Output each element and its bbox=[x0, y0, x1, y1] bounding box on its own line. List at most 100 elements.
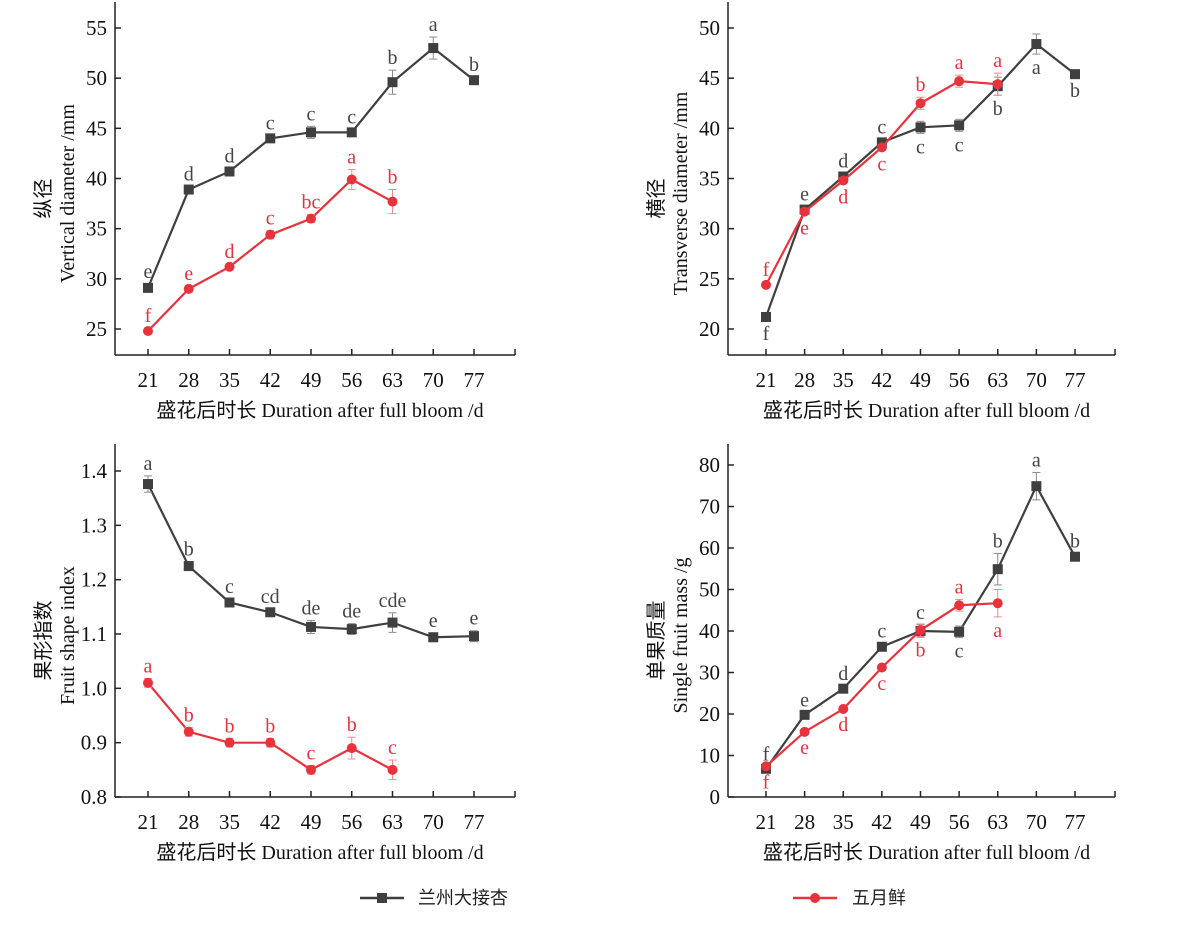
data-point-circle bbox=[799, 206, 810, 217]
y-tick-label: 40 bbox=[86, 167, 107, 191]
y-tick-label: 1.4 bbox=[81, 459, 108, 483]
significance-letter: bc bbox=[302, 192, 321, 214]
data-point-circle bbox=[915, 625, 926, 636]
significance-letter: cd bbox=[261, 586, 280, 608]
data-point-square bbox=[387, 77, 398, 88]
significance-letter: e bbox=[800, 737, 809, 759]
y-axis-title-cn: 单果质量 bbox=[645, 601, 668, 681]
x-tick-label: 28 bbox=[794, 810, 815, 834]
data-point-circle bbox=[387, 764, 398, 775]
significance-letter: de bbox=[302, 597, 321, 619]
data-point-circle bbox=[224, 261, 235, 272]
data-point-square bbox=[954, 120, 965, 131]
significance-letter: f bbox=[763, 771, 770, 793]
significance-letter: d bbox=[838, 714, 848, 736]
significance-letter: d bbox=[838, 663, 848, 685]
x-axis-title: 盛花后时长 Duration after full bloom /d bbox=[156, 399, 483, 422]
x-tick-label: 63 bbox=[382, 368, 403, 392]
x-axis-title: 盛花后时长 Duration after full bloom /d bbox=[156, 841, 483, 864]
y-tick-label: 20 bbox=[699, 702, 720, 726]
x-tick-label: 70 bbox=[423, 810, 444, 834]
data-point-square bbox=[1070, 551, 1080, 562]
series-line bbox=[146, 46, 475, 289]
y-tick-label: 25 bbox=[699, 267, 720, 291]
y-tick-label: 1.1 bbox=[81, 622, 107, 646]
significance-letter: c bbox=[916, 136, 925, 158]
significance-letter: f bbox=[763, 744, 770, 766]
x-tick-label: 70 bbox=[1026, 368, 1047, 392]
significance-letter: c bbox=[266, 208, 275, 230]
data-point-square bbox=[306, 621, 316, 632]
data-point-circle bbox=[876, 662, 887, 673]
legend-item-series2: 五月鲜 bbox=[793, 888, 906, 909]
data-point-square bbox=[1070, 69, 1080, 80]
x-tick-label: 42 bbox=[871, 368, 892, 392]
x-tick-label: 56 bbox=[341, 368, 362, 392]
significance-letter: a bbox=[955, 576, 964, 598]
data-point-circle bbox=[838, 704, 849, 715]
significance-letter: b bbox=[469, 54, 479, 76]
data-point-circle bbox=[183, 283, 194, 294]
y-axis-title: Transverse diameter /mm bbox=[670, 91, 692, 295]
significance-letter: e bbox=[800, 218, 809, 240]
data-point-square bbox=[224, 166, 235, 177]
significance-letter: a bbox=[1032, 449, 1041, 471]
significance-letter: c bbox=[266, 112, 275, 134]
x-tick-label: 35 bbox=[833, 810, 854, 834]
data-point-circle bbox=[265, 737, 276, 748]
data-point-square bbox=[915, 122, 926, 133]
y-tick-label: 1.0 bbox=[81, 676, 107, 700]
y-tick-label: 45 bbox=[699, 66, 720, 90]
x-tick-label: 56 bbox=[341, 810, 362, 834]
x-tick-label: 77 bbox=[464, 810, 485, 834]
data-point-circle bbox=[915, 98, 926, 109]
x-tick-label: 77 bbox=[464, 368, 485, 392]
y-tick-label: 1.2 bbox=[81, 568, 107, 592]
x-tick-label: 70 bbox=[1026, 810, 1047, 834]
significance-letter: c bbox=[955, 641, 964, 663]
data-point-square bbox=[1031, 39, 1042, 50]
significance-letter: a bbox=[993, 620, 1002, 642]
y-axis-title: Vertical diameter /mm bbox=[57, 104, 79, 283]
significance-letter: cde bbox=[379, 590, 407, 612]
x-tick-label: 28 bbox=[178, 810, 199, 834]
significance-letter: e bbox=[144, 261, 153, 283]
x-tick-label: 28 bbox=[178, 368, 199, 392]
y-axis-title: Fruit shape index bbox=[57, 566, 79, 705]
significance-letter: b bbox=[993, 530, 1003, 552]
significance-letter: c bbox=[877, 673, 886, 695]
significance-letter: b bbox=[265, 715, 275, 737]
x-axis-title: 盛花后时长 Duration after full bloom /d bbox=[763, 399, 1090, 422]
data-point-circle bbox=[876, 142, 887, 153]
data-point-circle bbox=[992, 79, 1003, 90]
significance-letter: b bbox=[184, 704, 194, 726]
significance-letter: b bbox=[993, 98, 1003, 120]
significance-letter: e bbox=[470, 608, 479, 630]
x-tick-label: 49 bbox=[910, 810, 931, 834]
x-tick-label: 21 bbox=[756, 368, 777, 392]
data-point-square bbox=[346, 624, 357, 635]
x-tick-label: 35 bbox=[219, 368, 240, 392]
data-point-circle bbox=[346, 743, 357, 754]
x-tick-label: 49 bbox=[910, 368, 931, 392]
legend-label-series2: 五月鲜 bbox=[852, 888, 906, 909]
significance-letter: c bbox=[307, 103, 316, 125]
data-point-square bbox=[1031, 481, 1042, 492]
data-point-square bbox=[428, 43, 439, 54]
y-tick-label: 10 bbox=[699, 744, 720, 768]
data-point-square bbox=[143, 282, 153, 293]
data-point-circle bbox=[143, 326, 153, 337]
data-point-square bbox=[265, 607, 276, 618]
data-point-circle bbox=[761, 761, 771, 772]
y-tick-label: 60 bbox=[699, 536, 720, 560]
y-tick-label: 0.9 bbox=[81, 731, 107, 755]
y-tick-label: 0 bbox=[710, 785, 721, 809]
data-point-square bbox=[954, 626, 965, 637]
y-tick-label: 20 bbox=[699, 317, 720, 341]
data-point-square bbox=[183, 561, 194, 572]
data-point-square bbox=[346, 127, 357, 138]
y-tick-label: 40 bbox=[699, 619, 720, 643]
significance-letter: b bbox=[388, 167, 398, 189]
